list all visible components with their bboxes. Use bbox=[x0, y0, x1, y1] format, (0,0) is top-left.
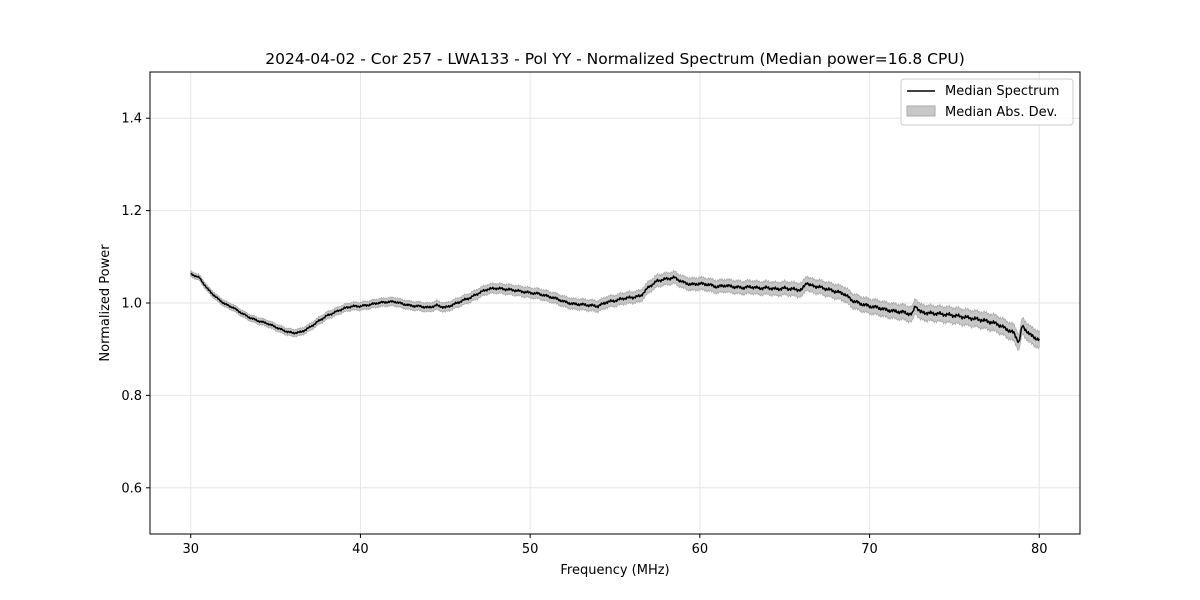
legend-median-label: Median Spectrum bbox=[945, 84, 1059, 99]
x-tick-label: 60 bbox=[692, 542, 709, 557]
x-tick-label: 40 bbox=[352, 542, 369, 557]
y-tick-label: 0.6 bbox=[121, 481, 142, 496]
legend-mad-swatch bbox=[906, 105, 936, 117]
y-tick-label: 0.8 bbox=[121, 389, 142, 404]
legend: Median Spectrum Median Abs. Dev. bbox=[900, 78, 1074, 126]
x-axis-ticks: 30 40 50 60 70 80 bbox=[182, 534, 1048, 557]
median-spectrum-line bbox=[190, 272, 1040, 344]
x-tick-label: 70 bbox=[861, 542, 878, 557]
x-axis-label: Frequency (MHz) bbox=[560, 563, 669, 578]
x-tick-label: 50 bbox=[522, 542, 539, 557]
y-tick-label: 1.2 bbox=[121, 204, 142, 219]
x-tick-label: 30 bbox=[182, 542, 199, 557]
chart-title: 2024-04-02 - Cor 257 - LWA133 - Pol YY -… bbox=[265, 50, 965, 68]
y-axis-label: Normalized Power bbox=[98, 244, 113, 362]
plot-area bbox=[190, 269, 1040, 352]
y-axis-ticks: 0.6 0.8 1.0 1.2 1.4 bbox=[121, 112, 150, 496]
y-tick-label: 1.0 bbox=[121, 297, 142, 312]
legend-mad-label: Median Abs. Dev. bbox=[945, 105, 1057, 120]
y-tick-label: 1.4 bbox=[121, 112, 142, 127]
x-tick-label: 80 bbox=[1031, 542, 1048, 557]
legend-box bbox=[900, 78, 1074, 126]
